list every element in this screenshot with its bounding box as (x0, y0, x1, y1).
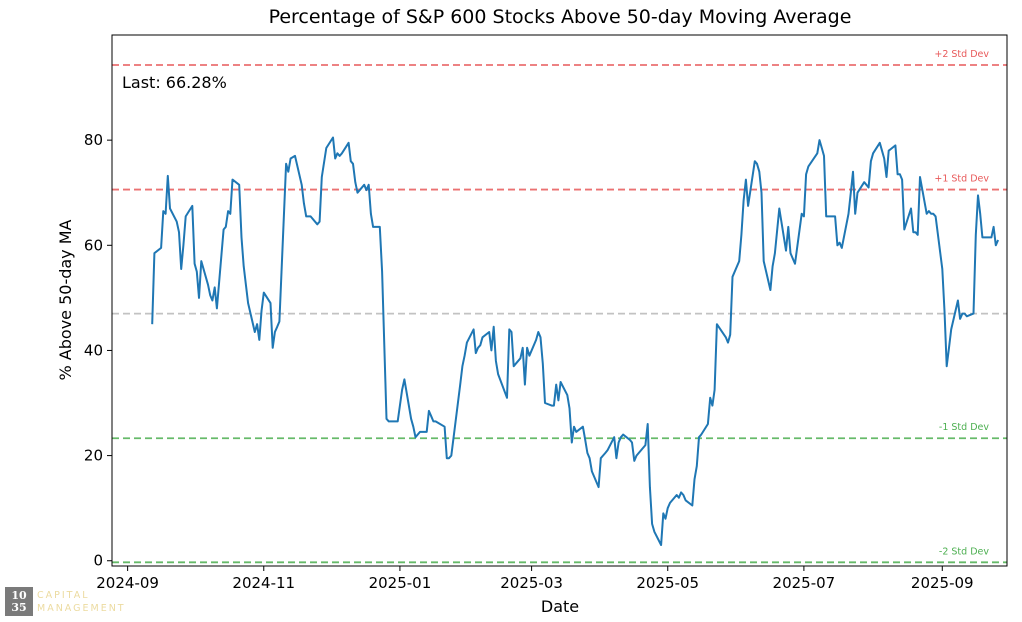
x-tick-label-3: 2025-03 (500, 574, 563, 592)
reference-lines: +2 Std Dev +1 Std Dev -1 Std Dev -2 Std Dev (112, 49, 1007, 564)
y-tick-label-1: 20 (84, 447, 103, 465)
x-tick-label-6: 2025-09 (911, 574, 974, 592)
y-tick-label-0: 0 (93, 552, 103, 570)
logo-mark-bottom: 35 (11, 600, 27, 614)
x-axis-label: Date (541, 597, 579, 616)
logo-line-2: MANAGEMENT (37, 602, 126, 614)
series-line-0 (151, 136, 1000, 546)
chart-title: Percentage of S&P 600 Stocks Above 50-da… (269, 6, 852, 28)
x-tick-label-2: 2025-01 (369, 574, 432, 592)
logo-line-1: CAPITAL (37, 589, 90, 601)
reference-line-label-3: -1 Std Dev (939, 422, 989, 433)
y-axis-label: % Above 50-day MA (56, 219, 75, 380)
reference-line-label-1: +1 Std Dev (934, 174, 989, 185)
x-tick-label-5: 2025-07 (773, 574, 836, 592)
x-tick-label-4: 2025-05 (636, 574, 699, 592)
series-group (151, 136, 1000, 546)
x-axis: 2024-09 2024-11 2025-01 2025-03 2025-05 2025-… (96, 566, 974, 592)
company-logo: 10 35 CAPITAL MANAGEMENT (5, 587, 126, 616)
y-tick-label-4: 80 (84, 131, 103, 149)
plot-frame (111, 34, 1008, 567)
logo-mark-top: 10 (11, 588, 27, 602)
reference-line-label-4: -2 Std Dev (939, 546, 989, 557)
y-tick-label-2: 40 (84, 341, 103, 359)
y-tick-label-3: 60 (84, 236, 103, 254)
reference-line-label-0: +2 Std Dev (934, 49, 989, 60)
logo-mark: 10 35 (5, 587, 33, 616)
y-axis: 0 20 40 60 80 (84, 131, 112, 570)
logo-text: CAPITAL MANAGEMENT (37, 589, 126, 615)
x-tick-label-0: 2024-09 (96, 574, 159, 592)
x-tick-label-1: 2024-11 (232, 574, 295, 592)
last-value-label: Last: 66.28% (122, 73, 227, 92)
